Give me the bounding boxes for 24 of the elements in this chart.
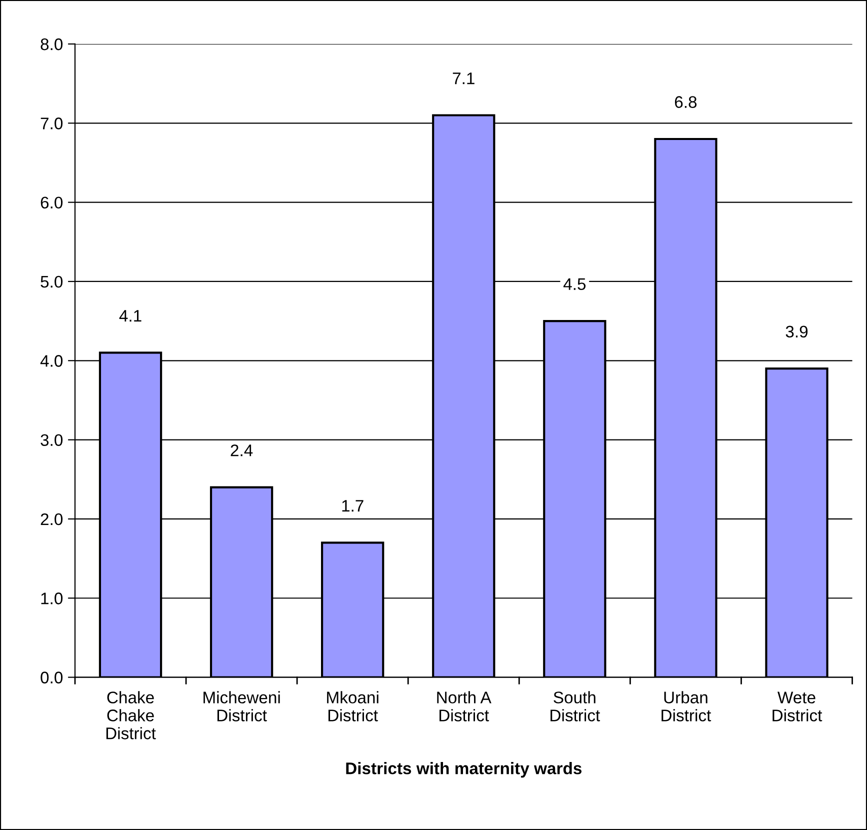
y-tick-label: 1.0 — [41, 592, 63, 604]
x-tick-label: Chake Chake District — [106, 691, 156, 740]
y-tick-label: 5.0 — [40, 276, 63, 288]
x-tick-label: Micheweni District — [204, 691, 280, 722]
y-tick-label: 2.0 — [40, 513, 63, 526]
y-tick-label: 4.0 — [40, 355, 63, 367]
x-tick-label: North A District — [437, 691, 492, 722]
y-tick-label: 6.0 — [40, 196, 63, 209]
data-label: 4.5 — [563, 278, 586, 290]
y-tick-label: 7.0 — [40, 118, 63, 130]
x-tick-label: South District — [550, 691, 600, 722]
x-axis-title: Districts with maternity wards — [346, 762, 582, 778]
data-label: 7.1 — [452, 72, 474, 84]
data-label: 3.9 — [786, 326, 808, 338]
data-label: 2.4 — [230, 444, 253, 456]
x-tick-label: Urban District — [662, 691, 712, 722]
y-tick-label: 0.0 — [40, 672, 63, 684]
y-tick-label: 3.0 — [40, 434, 63, 446]
data-label: 6.8 — [674, 96, 697, 108]
x-tick-label: Wete District — [772, 692, 822, 722]
data-label: 1.7 — [342, 500, 364, 512]
y-tick-label: 8.0 — [40, 38, 63, 50]
data-label: 4.1 — [119, 310, 142, 322]
x-tick-label: Mkoani District — [327, 691, 378, 722]
